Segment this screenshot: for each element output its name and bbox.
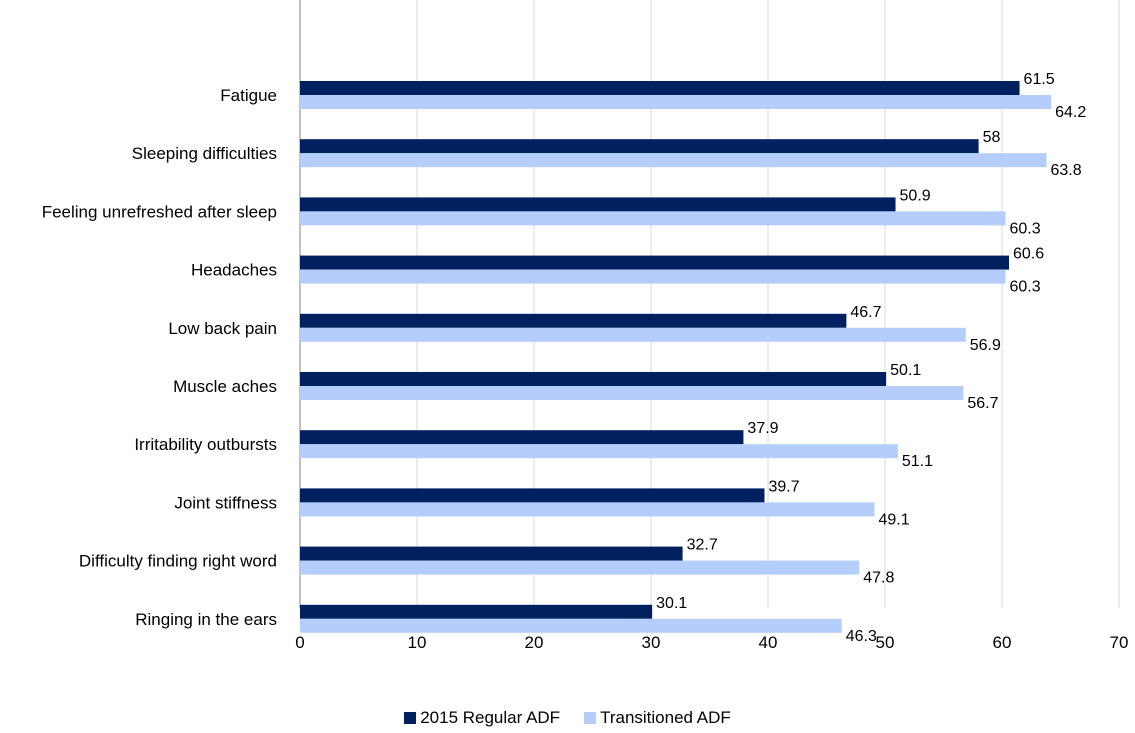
data-label-series-1: 30.1: [656, 595, 687, 612]
bar-series-1: [300, 81, 1020, 95]
category-label: Ringing in the ears: [135, 610, 277, 629]
bar-series-2: [300, 560, 860, 575]
bar-series-2: [300, 502, 875, 517]
data-label-series-1: 61.5: [1024, 71, 1055, 88]
category-label: Sleeping difficulties: [132, 144, 277, 163]
data-label-series-1: 60.6: [1013, 246, 1044, 263]
category-label: Fatigue: [220, 86, 277, 105]
data-label-series-1: 50.1: [890, 362, 921, 379]
legend: 2015 Regular ADF Transitioned ADF: [0, 708, 1135, 728]
bar-series-1: [300, 139, 979, 154]
bars: [300, 81, 1052, 633]
x-tick-label: 60: [993, 633, 1012, 652]
bar-series-2: [300, 269, 1006, 284]
category-label: Feeling unrefreshed after sleep: [42, 202, 277, 221]
data-label-series-2: 51.1: [902, 453, 933, 470]
data-label-series-2: 63.8: [1050, 162, 1081, 179]
category-label: Muscle aches: [173, 377, 277, 396]
data-label-series-1: 46.7: [850, 304, 881, 321]
x-tick-labels: 0 10 20 30 40 50 60 70: [295, 633, 1128, 652]
x-tick-label: 20: [525, 633, 544, 652]
bar-series-1: [300, 197, 896, 212]
legend-label-series-2: Transitioned ADF: [600, 708, 731, 727]
data-label-series-2: 60.3: [1010, 279, 1041, 296]
legend-label-series-1: 2015 Regular ADF: [420, 708, 561, 727]
bar-series-2: [300, 327, 966, 342]
bar-series-2: [300, 386, 964, 400]
category-label: Irritability outbursts: [134, 435, 277, 454]
legend-item-series-1: 2015 Regular ADF: [404, 708, 560, 728]
category-label: Joint stiffness: [174, 493, 277, 512]
bar-series-1: [300, 313, 847, 328]
x-tick-label: 0: [295, 633, 304, 652]
data-labels: 61.564.2 58 63.8 50.9 60.3 60.6 60.3 46.7 56.9 50…: [656, 71, 1086, 645]
data-label-series-1: 32.7: [687, 537, 718, 554]
bar-chart: Fatigue Sleeping difficulties Feeling unre…: [42, 0, 1128, 652]
bar-series-2: [300, 618, 842, 633]
bar-series-1: [300, 604, 653, 619]
legend-item-series-2: Transitioned ADF: [584, 708, 731, 728]
x-tick-label: 70: [1110, 633, 1129, 652]
bar-series-2: [300, 95, 1052, 109]
bar-series-1: [300, 255, 1010, 270]
data-label-series-2: 64.2: [1055, 104, 1086, 121]
data-label-series-2: 46.3: [846, 628, 877, 645]
legend-swatch-series-1: [404, 712, 417, 724]
data-label-series-1: 50.9: [900, 187, 931, 204]
bar-series-2: [300, 444, 898, 459]
x-tick-label: 50: [876, 633, 895, 652]
bar-series-1: [300, 488, 765, 503]
data-label-series-1: 58: [983, 129, 1001, 146]
bar-series-1: [300, 430, 744, 445]
data-label-series-2: 47.8: [863, 570, 894, 587]
data-label-series-1: 37.9: [747, 420, 778, 437]
category-labels: Fatigue Sleeping difficulties Feeling unre…: [42, 86, 277, 629]
category-label: Difficulty finding right word: [79, 552, 277, 571]
legend-swatch-series-2: [584, 712, 597, 724]
x-tick-label: 10: [408, 633, 427, 652]
category-label: Headaches: [191, 261, 277, 280]
data-label-series-2: 56.9: [970, 337, 1001, 354]
x-tick-label: 40: [759, 633, 778, 652]
bar-series-2: [300, 211, 1006, 226]
bar-series-1: [300, 546, 683, 561]
data-label-series-1: 39.7: [768, 478, 799, 495]
bar-series-1: [300, 372, 887, 386]
category-label: Low back pain: [168, 319, 277, 338]
bar-series-2: [300, 153, 1047, 168]
data-label-series-2: 49.1: [878, 511, 909, 528]
x-tick-label: 30: [642, 633, 661, 652]
data-label-series-2: 56.7: [967, 395, 998, 412]
data-label-series-2: 60.3: [1010, 220, 1041, 237]
